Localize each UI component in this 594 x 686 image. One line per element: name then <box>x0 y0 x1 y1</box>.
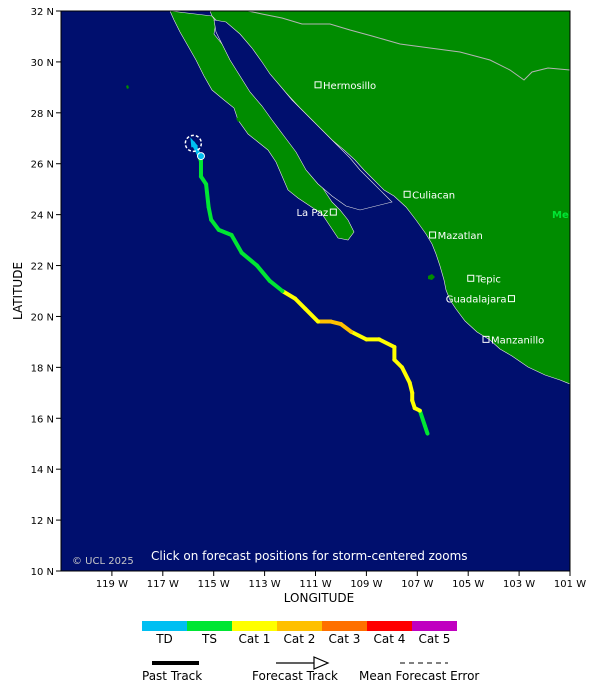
legend-label: Cat 4 <box>374 632 406 646</box>
track-segment[interactable] <box>206 205 214 222</box>
legend-label: Cat 1 <box>239 632 271 646</box>
x-tick-label: 105 W <box>452 579 484 590</box>
legend-swatch <box>412 621 457 631</box>
track-segment[interactable] <box>377 337 397 349</box>
track-segment[interactable] <box>417 408 427 428</box>
y-tick-label: 22 N <box>31 262 54 273</box>
x-tick-label: 111 W <box>299 579 331 590</box>
track-segment[interactable] <box>209 217 221 232</box>
island <box>236 117 242 122</box>
track-segment[interactable] <box>216 227 234 237</box>
city-label: Manzanillo <box>491 335 544 346</box>
category-legend: TD TS Cat 1 Cat 2 Cat 3 Cat 4 Cat 5 <box>142 621 457 646</box>
legend-swatch <box>367 621 412 631</box>
track-segment[interactable] <box>280 289 298 301</box>
city-marker <box>403 190 411 198</box>
x-tick-label: 103 W <box>503 579 535 590</box>
legend-label: TS <box>201 632 217 646</box>
x-tick-label: 119 W <box>96 579 128 590</box>
y-tick-label: 24 N <box>31 211 54 222</box>
y-tick-label: 18 N <box>31 363 54 374</box>
y-tick-label: 20 N <box>31 312 54 323</box>
y-tick-label: 32 N <box>31 7 54 18</box>
forecast-position-dot[interactable] <box>196 152 205 161</box>
island <box>126 85 129 89</box>
y-tick-label: 26 N <box>31 160 54 171</box>
city-marker <box>507 295 515 303</box>
track-segment[interactable] <box>303 306 321 324</box>
us-mexico-border <box>247 10 571 81</box>
storm-track <box>184 134 430 436</box>
track-segment[interactable] <box>338 322 354 334</box>
y-tick-label: 16 N <box>31 414 54 425</box>
legend-label: TD <box>155 632 173 646</box>
zoom-instruction: Click on forecast positions for storm-ce… <box>151 549 468 563</box>
y-tick-label: 30 N <box>31 58 54 69</box>
city-label: Culiacan <box>412 190 455 201</box>
city-label: Guadalajara <box>446 295 507 306</box>
city-labels: Hermosillo La Paz Culiacan Mazatlan Tepic Gua… <box>296 81 544 347</box>
track-segment[interactable] <box>293 296 308 311</box>
city-marker <box>482 335 490 343</box>
city-label: Hermosillo <box>323 81 376 92</box>
track-segment[interactable] <box>229 233 244 255</box>
copyright-text: © UCL 2025 <box>72 556 134 567</box>
forecast-track-label: Forecast Track <box>252 669 338 683</box>
legend-label: Cat 2 <box>284 632 316 646</box>
gulf-of-california <box>213 19 393 211</box>
country-label: Me <box>552 210 569 221</box>
legend-swatch <box>322 621 367 631</box>
legend-swatch <box>277 621 322 631</box>
legend-label: Cat 3 <box>329 632 361 646</box>
track-segment[interactable] <box>239 250 259 268</box>
legend-swatch <box>232 621 277 631</box>
y-tick-label: 10 N <box>31 567 54 578</box>
legend-label: Cat 5 <box>419 632 451 646</box>
x-tick-label: 113 W <box>249 579 281 590</box>
legend-swatch <box>142 621 187 631</box>
city-marker <box>429 231 437 239</box>
y-tick-label: 14 N <box>31 465 54 476</box>
x-tick-label: 117 W <box>147 579 179 590</box>
mean-error-label: Mean Forecast Error <box>359 669 479 683</box>
city-label: Tepic <box>475 274 501 285</box>
city-marker <box>467 274 475 282</box>
past-track-label: Past Track <box>142 669 202 683</box>
y-axis-title: LATITUDE <box>11 262 25 320</box>
track-segment[interactable] <box>400 365 412 385</box>
y-tick-label: 28 N <box>31 109 54 120</box>
x-tick-label: 107 W <box>401 579 433 590</box>
x-tick-label: 101 W <box>554 579 586 590</box>
city-label: Mazatlan <box>438 231 483 242</box>
track-segment[interactable] <box>349 329 369 342</box>
city-label: La Paz <box>296 208 328 219</box>
axes: 119 W 117 W 115 W 113 W 111 W 109 W 107 W 105 W… <box>31 7 587 590</box>
storm-position-icon[interactable] <box>190 137 199 148</box>
y-tick-label: 12 N <box>31 516 54 527</box>
island <box>428 274 435 280</box>
city-marker <box>314 81 322 89</box>
track-segment[interactable] <box>254 263 272 283</box>
forecast-track-symbol <box>276 656 330 670</box>
x-axis-title: LONGITUDE <box>284 591 354 605</box>
city-marker <box>329 208 337 216</box>
land-layer <box>126 11 570 385</box>
legend-swatch <box>187 621 232 631</box>
current-position-marker[interactable] <box>184 134 203 153</box>
x-tick-label: 109 W <box>350 579 382 590</box>
track-segment[interactable] <box>204 182 211 209</box>
track-segment[interactable] <box>267 278 285 293</box>
x-tick-label: 115 W <box>198 579 230 590</box>
